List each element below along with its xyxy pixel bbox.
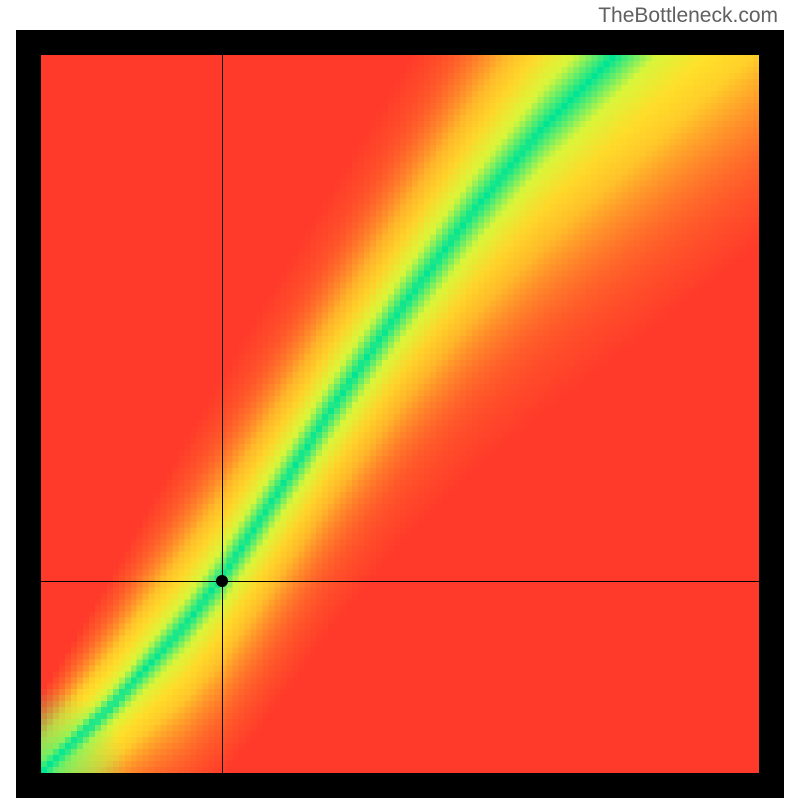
crosshair-vertical: [222, 55, 223, 773]
crosshair-marker: [216, 575, 228, 587]
crosshair-horizontal: [41, 581, 759, 582]
plot-outer-border: [16, 30, 784, 798]
heatmap-plot: [41, 55, 759, 773]
watermark-text: TheBottleneck.com: [598, 4, 778, 28]
figure-container: TheBottleneck.com: [0, 0, 800, 800]
heatmap-canvas: [41, 55, 759, 773]
